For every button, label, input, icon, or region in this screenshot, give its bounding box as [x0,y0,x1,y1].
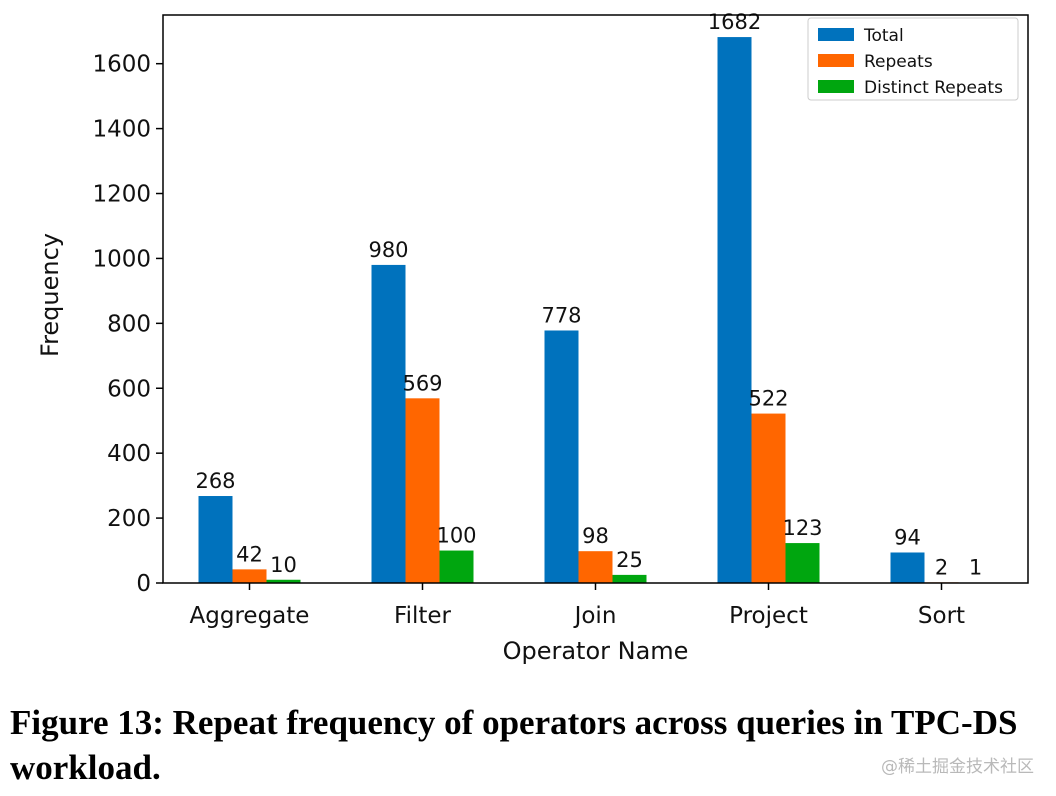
bars-group [198,37,993,583]
data-label: 94 [894,525,921,549]
y-tick-label: 600 [107,376,151,402]
data-label: 98 [582,524,609,548]
bar-total-sort [890,552,925,583]
data-label: 42 [236,542,263,566]
watermark: @稀土掘金技术社区 [881,757,1034,777]
x-tick-label: Sort [918,603,965,629]
bar-total-join [544,330,579,583]
bar-total-project [717,37,752,583]
data-labels-group: 268 42 10 980 569 100 778 98 25 1682 522 123 94 2 1 [195,10,982,580]
y-tick-label: 1000 [92,246,151,272]
data-label: 778 [541,303,581,327]
data-label: 569 [402,371,442,395]
y-tick-label: 1400 [92,117,151,143]
bar-distinct-repeats-join [612,574,647,583]
bar-chart: 268 42 10 980 569 100 778 98 25 1682 522 123 94 2 1 0 2… [36,10,1029,665]
legend-entry: Distinct Repeats [864,78,1003,98]
legend-entry: Total [863,26,904,46]
x-axis-title: Operator Name [503,637,689,665]
y-axis: 0 200 400 600 800 1000 1200 1400 1600 [92,52,163,597]
bar-distinct-repeats-project [785,543,820,583]
data-label: 1 [969,556,982,580]
data-label: 10 [270,553,297,577]
y-tick-label: 200 [107,506,151,532]
y-tick-label: 1600 [92,52,151,78]
bar-repeats-join [578,551,613,583]
x-tick-label: Join [573,603,617,629]
bar-repeats-filter [405,398,440,583]
bar-total-filter [371,264,406,583]
data-label: 2 [935,555,948,579]
bar-distinct-repeats-filter [439,550,474,583]
x-tick-label: Filter [394,603,452,629]
y-tick-label: 1200 [92,182,151,208]
data-label: 1682 [708,10,761,34]
data-label: 522 [748,387,788,411]
x-tick-label: Project [729,603,808,629]
x-tick-label: Aggregate [190,603,310,629]
data-label: 123 [782,516,822,540]
legend-swatch [818,28,854,41]
data-label: 980 [368,238,408,262]
data-label: 268 [195,469,235,493]
bar-distinct-repeats-aggregate [266,579,301,583]
bar-repeats-aggregate [232,569,267,583]
bar-repeats-project [751,413,786,583]
y-tick-label: 0 [136,571,151,597]
legend-entry: Repeats [864,52,933,72]
y-tick-label: 400 [107,441,151,467]
y-axis-title: Frequency [36,233,64,357]
legend-box [807,17,1019,101]
y-tick-label: 800 [107,311,151,337]
x-axis: Aggregate Filter Join Project Sort [190,583,965,629]
data-label: 100 [436,524,476,548]
figure-caption: Figure 13: Repeat frequency of operators… [10,703,1018,787]
bar-total-aggregate [198,496,233,583]
data-label: 25 [616,548,643,572]
legend-swatch [818,54,854,67]
legend: Total Repeats Distinct Repeats [807,17,1019,101]
legend-swatch [818,80,854,93]
